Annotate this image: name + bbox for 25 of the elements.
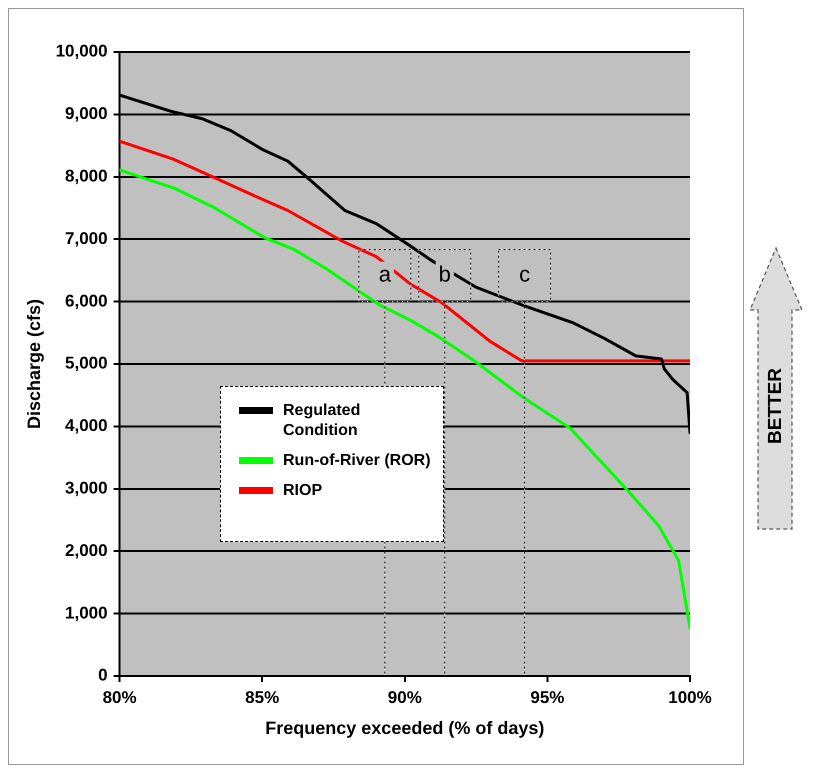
y-tick-label: 0 [98, 666, 108, 685]
x-axis-title: Frequency exceeded (% of days) [265, 718, 544, 738]
legend-label: Run-of-River (ROR) [283, 451, 431, 471]
y-tick-label: 7,000 [65, 228, 108, 248]
x-tick-label: 80% [102, 688, 137, 707]
legend-label: RIOP [283, 481, 322, 501]
y-tick-label: 10,000 [56, 42, 108, 61]
y-tick-label: 9,000 [65, 104, 108, 124]
x-tick-label: 85% [245, 688, 280, 707]
arrow-icon: BETTER [748, 246, 804, 532]
y-tick-label: 6,000 [65, 291, 108, 310]
y-tick-label: 8,000 [65, 166, 108, 186]
y-tick-label: 5,000 [65, 354, 108, 373]
y-axis-title: Discharge (cfs) [24, 298, 44, 430]
x-tick-label: 90% [388, 688, 422, 707]
y-tick-label: 2,000 [65, 540, 108, 560]
y-tick-label: 4,000 [65, 416, 108, 436]
x-tick-label: 95% [530, 688, 564, 707]
y-tick-label: 1,000 [65, 603, 108, 622]
annotation: b [438, 262, 451, 287]
x-tick-label: 100% [668, 688, 712, 707]
legend-label: Regulated Condition [283, 401, 362, 441]
annotation: a [378, 262, 392, 287]
y-tick-label: 3,000 [65, 478, 108, 498]
annotation: c [519, 262, 530, 287]
